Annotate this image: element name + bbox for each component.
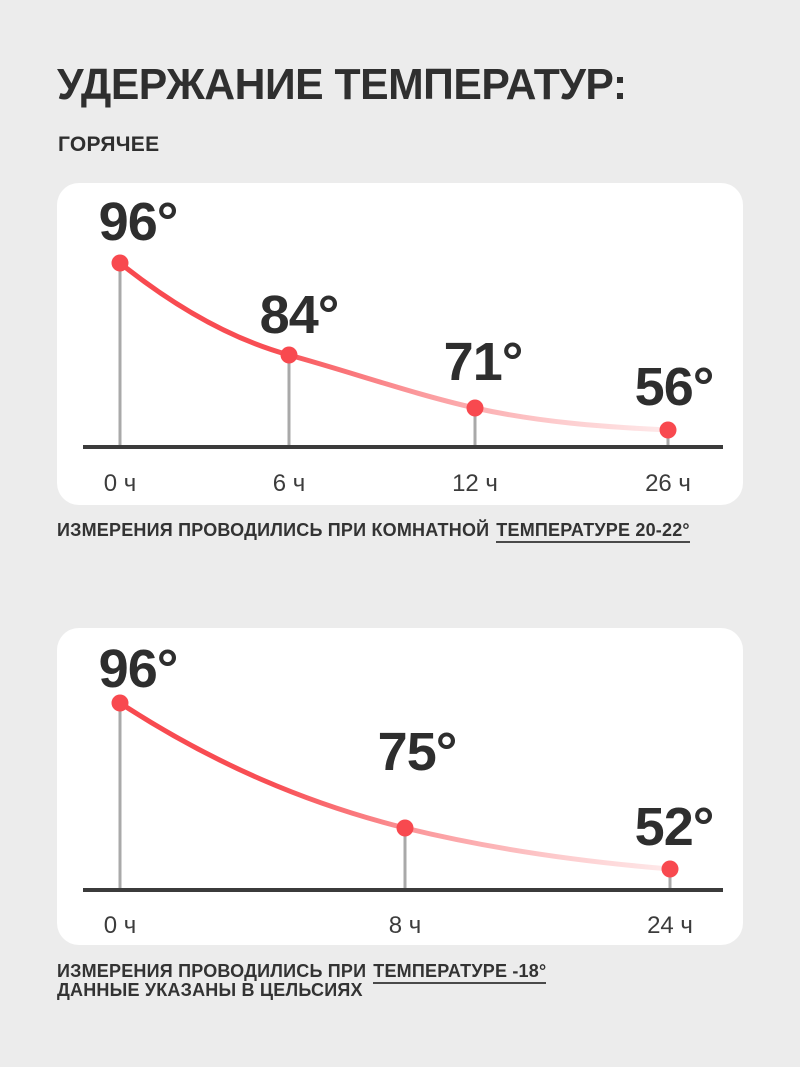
tick-label: 26 ч: [645, 470, 691, 497]
tick-label: 8 ч: [389, 912, 422, 939]
chart2-note-text: ИЗМЕРЕНИЯ ПРОВОДИЛИСЬ ПРИ: [57, 961, 367, 981]
data-point-dot: [111, 694, 129, 712]
chart1-note: ИЗМЕРЕНИЯ ПРОВОДИЛИСЬ ПРИ КОМНАТНОЙ ТЕМПЕ…: [57, 520, 747, 543]
tick-label: 0 ч: [104, 912, 137, 939]
cold-temperature-chart: 96° 75° 52° 0 ч 8 ч 24 ч: [83, 639, 723, 939]
value-label: 75°: [378, 722, 457, 782]
value-label: 84°: [260, 285, 339, 345]
value-label: 96°: [99, 192, 178, 252]
tick-label: 24 ч: [647, 912, 693, 939]
value-label: 71°: [444, 332, 523, 392]
decay-curve: [117, 260, 671, 433]
data-point-dot: [661, 860, 679, 878]
value-label: 52°: [635, 797, 714, 857]
chart1-note-text: ИЗМЕРЕНИЯ ПРОВОДИЛИСЬ ПРИ КОМНАТНОЙ: [57, 520, 490, 540]
chart2-note-line1: ИЗМЕРЕНИЯ ПРОВОДИЛИСЬ ПРИ ТЕМПЕРАТУРЕ -18…: [57, 961, 747, 984]
value-label: 56°: [635, 357, 714, 417]
chart-card-cold: 96° 75° 52° 0 ч 8 ч 24 ч: [57, 628, 743, 945]
chart2-note-line2: ДАННЫЕ УКАЗАНЫ В ЦЕЛЬСИЯХ: [57, 980, 363, 1000]
chart1-subtitle: ГОРЯЧЕЕ: [58, 133, 160, 156]
chart1-note-underlined: ТЕМПЕРАТУРЕ 20-22°: [496, 520, 690, 543]
value-label: 96°: [99, 639, 178, 699]
tick-label: 0 ч: [104, 470, 137, 497]
tick-label: 12 ч: [452, 470, 498, 497]
hot-temperature-chart: 96° 84° 71° 56° 0 ч 6 ч 12 ч 26 ч: [83, 192, 723, 497]
data-point-dot: [466, 399, 484, 417]
chart2-note: ИЗМЕРЕНИЯ ПРОВОДИЛИСЬ ПРИ ТЕМПЕРАТУРЕ -18…: [57, 961, 747, 1000]
chart2-note-underlined: ТЕМПЕРАТУРЕ -18°: [373, 961, 547, 984]
chart-card-hot: 96° 84° 71° 56° 0 ч 6 ч 12 ч 26 ч: [57, 183, 743, 505]
data-point-dot: [111, 254, 129, 272]
page-title: УДЕРЖАНИЕ ТЕМПЕРАТУР:: [57, 60, 627, 109]
tick-label: 6 ч: [273, 470, 306, 497]
data-point-dot: [659, 421, 677, 439]
data-point-dot: [396, 819, 414, 837]
data-point-dot: [280, 346, 298, 364]
